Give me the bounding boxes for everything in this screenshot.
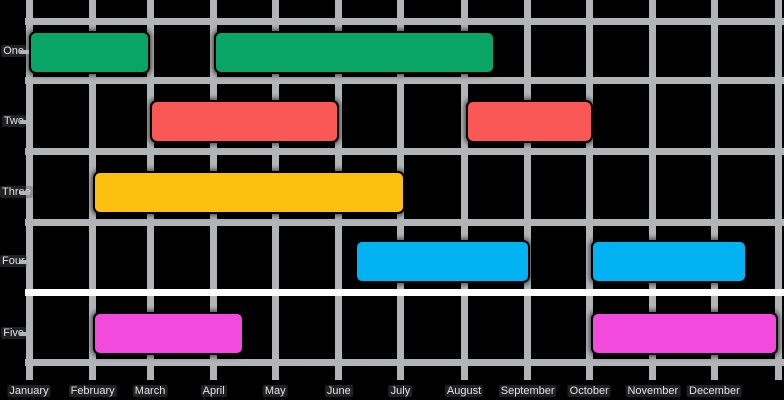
x-axis-label-march: March — [132, 385, 168, 398]
x-axis-label-text: November — [625, 385, 681, 397]
x-axis-label-text: July — [388, 385, 413, 397]
h-gridline-highlight — [25, 288, 784, 296]
x-axis-label-july: July — [388, 385, 413, 398]
gantt-bar-four-1[interactable] — [355, 240, 530, 283]
y-axis-label-three: Three — [0, 185, 33, 200]
gantt-bar-four-2[interactable] — [591, 240, 748, 283]
h-gridline-0 — [25, 17, 784, 25]
y-axis-label-one: One — [0, 44, 26, 59]
v-gridline-10 — [649, 0, 657, 380]
x-axis-label-text: August — [444, 385, 484, 397]
x-axis-label-february: February — [68, 385, 117, 398]
gantt-bar-three-1[interactable] — [92, 171, 405, 214]
y-axis-label-two: Two — [0, 114, 26, 129]
v-gridline-8 — [524, 0, 532, 380]
gantt-bar-one-2[interactable] — [213, 30, 495, 74]
x-axis-label-october: October — [567, 385, 611, 398]
x-axis-label-november: November — [625, 385, 681, 398]
y-axis-label-text: One — [1, 45, 26, 57]
h-gridline-3 — [25, 218, 784, 226]
gantt-bar-two-1[interactable] — [150, 100, 339, 143]
x-axis-label-january: January — [7, 385, 51, 398]
x-axis-label-august: August — [444, 385, 484, 398]
gantt-bar-two-2[interactable] — [466, 100, 594, 143]
y-tick-3 — [20, 259, 29, 264]
y-axis-label-text: Four — [0, 254, 27, 267]
x-axis-label-text: January — [7, 385, 51, 397]
gantt-bar-five-2[interactable] — [591, 312, 778, 355]
y-axis-label-text: Three — [0, 185, 33, 198]
x-axis-label-december: December — [687, 385, 742, 398]
v-gridline-7 — [460, 0, 468, 380]
v-gridline-0 — [25, 0, 33, 380]
v-gridline-11 — [710, 0, 718, 380]
y-tick-0 — [20, 50, 29, 54]
x-axis-label-text: March — [132, 385, 168, 397]
y-tick-2 — [20, 190, 29, 195]
h-gridline-5 — [25, 358, 784, 366]
x-axis-label-text: May — [262, 385, 288, 397]
x-axis-label-text: February — [68, 385, 117, 397]
y-axis-label-five: Five — [0, 326, 26, 341]
x-axis-label-june: June — [324, 385, 353, 398]
h-gridline-1 — [25, 76, 784, 84]
y-axis-label-four: Four — [0, 254, 27, 269]
y-axis-label-text: Five — [1, 326, 26, 339]
gantt-bar-one-1[interactable] — [29, 30, 151, 74]
h-gridline-2 — [25, 147, 784, 155]
x-axis-label-text: April — [200, 385, 227, 397]
x-axis-label-text: September — [498, 385, 557, 397]
x-axis-label-text: December — [687, 385, 742, 397]
x-axis-label-text: June — [324, 385, 353, 397]
y-tick-4 — [20, 331, 29, 336]
gantt-bar-five-1[interactable] — [92, 312, 245, 355]
x-axis-label-may: May — [262, 385, 288, 398]
y-tick-1 — [20, 119, 29, 124]
v-gridline-12 — [774, 0, 782, 380]
x-axis-label-september: September — [498, 385, 557, 398]
x-axis-label-april: April — [200, 385, 227, 398]
v-gridline-9 — [585, 0, 593, 380]
y-axis-label-text: Two — [1, 114, 26, 127]
x-axis-label-text: October — [567, 385, 611, 397]
